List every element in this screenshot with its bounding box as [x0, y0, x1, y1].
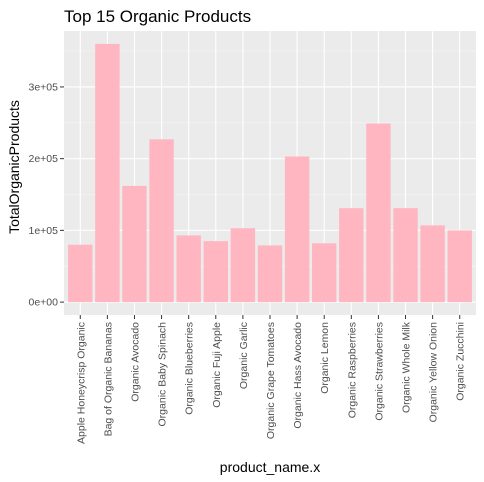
bar [231, 228, 255, 302]
bar [448, 230, 472, 302]
bar [149, 139, 173, 302]
bar [285, 157, 309, 303]
x-tick-label: Organic Raspberries [346, 322, 358, 418]
y-tick-label: 3e+05 [29, 81, 59, 93]
bar [366, 124, 390, 303]
bar [258, 245, 282, 302]
x-tick-label: Organic Hass Avocado [292, 322, 304, 429]
x-tick-label: Organic Lemon [319, 322, 331, 394]
bar [339, 208, 363, 302]
bar [312, 243, 336, 302]
x-tick-label: Apple Honeycrisp Organic [75, 322, 87, 444]
y-tick-label: 2e+05 [29, 153, 59, 165]
y-tick-label: 1e+05 [29, 225, 59, 237]
bar [420, 225, 444, 302]
x-tick-label: Organic Grape Tomatoes [265, 322, 277, 439]
x-axis-title: product_name.x [220, 459, 320, 475]
x-axis: Apple Honeycrisp Organic Bag of Organic B… [75, 315, 466, 444]
x-tick-label: Organic Fuji Apple [211, 322, 223, 408]
bar [122, 186, 146, 302]
x-tick-label: Bag of Organic Bananas [102, 322, 114, 436]
x-tick-label: Organic Strawberries [373, 322, 385, 421]
x-tick-label: Organic Baby Spinach [157, 322, 169, 427]
chart-title: Top 15 Organic Products [64, 7, 251, 26]
x-tick-label: Organic Zucchini [455, 322, 467, 401]
y-tick-label: 0e+00 [29, 297, 59, 309]
bar [393, 208, 417, 302]
x-tick-label: Organic Garlic [238, 322, 250, 389]
bar [68, 245, 92, 302]
x-tick-label: Organic Avocado [129, 322, 141, 402]
bar [204, 241, 228, 302]
x-tick-label: Organic Whole Milk [401, 321, 413, 413]
y-axis-title: TotalOrganicProducts [6, 100, 22, 234]
x-tick-label: Organic Yellow Onion [428, 322, 440, 423]
bar [95, 44, 119, 302]
x-tick-label: Organic Blueberries [184, 322, 196, 415]
y-axis: 0e+00 1e+05 2e+05 3e+05 [29, 81, 65, 308]
bar [176, 235, 200, 302]
